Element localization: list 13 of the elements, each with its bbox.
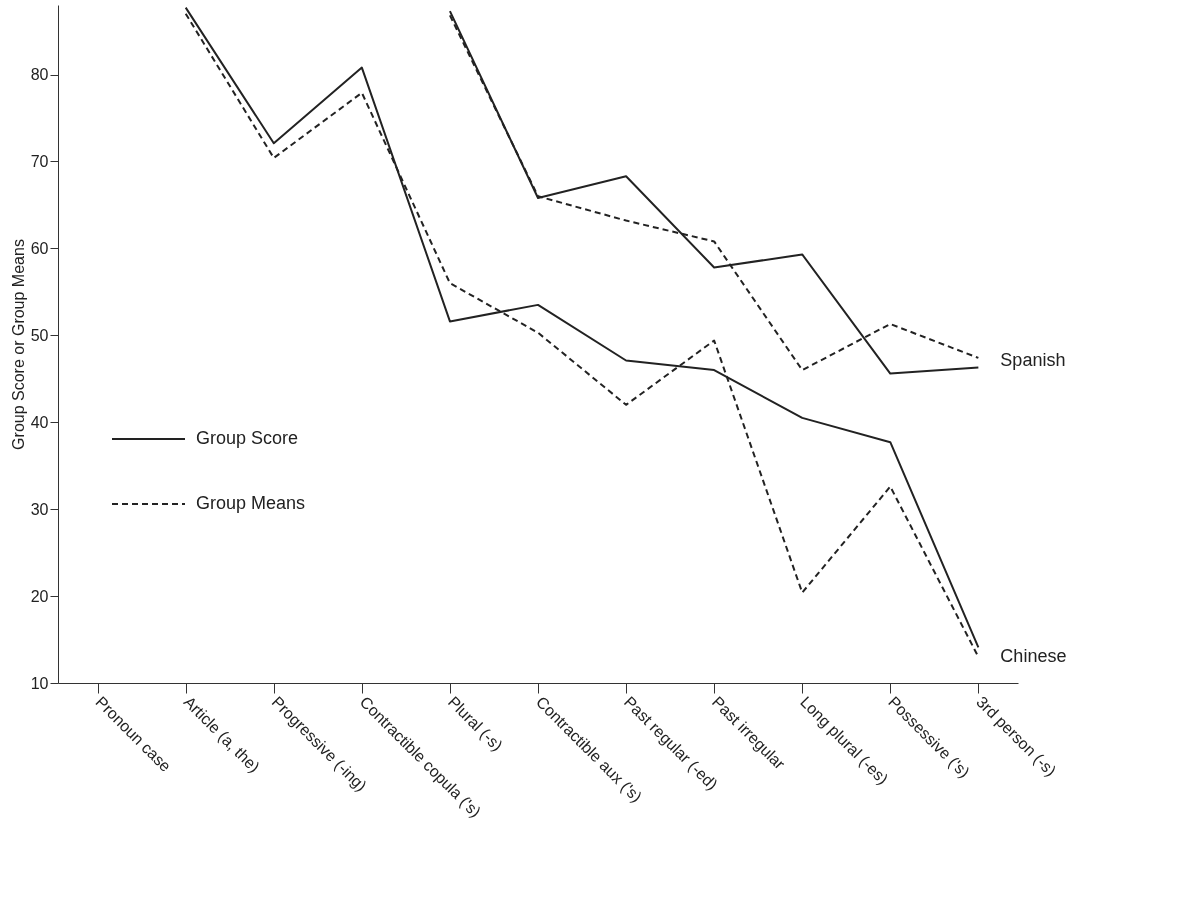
y-tick-label: 70	[30, 152, 49, 170]
y-tick-label: 20	[30, 587, 49, 605]
y-tick-label: 50	[30, 326, 49, 344]
annotation: Spanish	[1000, 350, 1066, 371]
y-tick-label: 80	[30, 66, 49, 84]
annotation: Chinese	[1000, 645, 1067, 666]
y-tick-label: 10	[30, 674, 49, 692]
y-tick-label: 60	[30, 239, 49, 257]
y-tick-label: 30	[30, 500, 49, 518]
y-axis-title: Group Score or Group Means	[9, 239, 27, 450]
y-tick-label: 40	[30, 413, 49, 431]
legend-label: Group Score	[196, 427, 299, 448]
legend-label: Group Means	[196, 492, 306, 513]
